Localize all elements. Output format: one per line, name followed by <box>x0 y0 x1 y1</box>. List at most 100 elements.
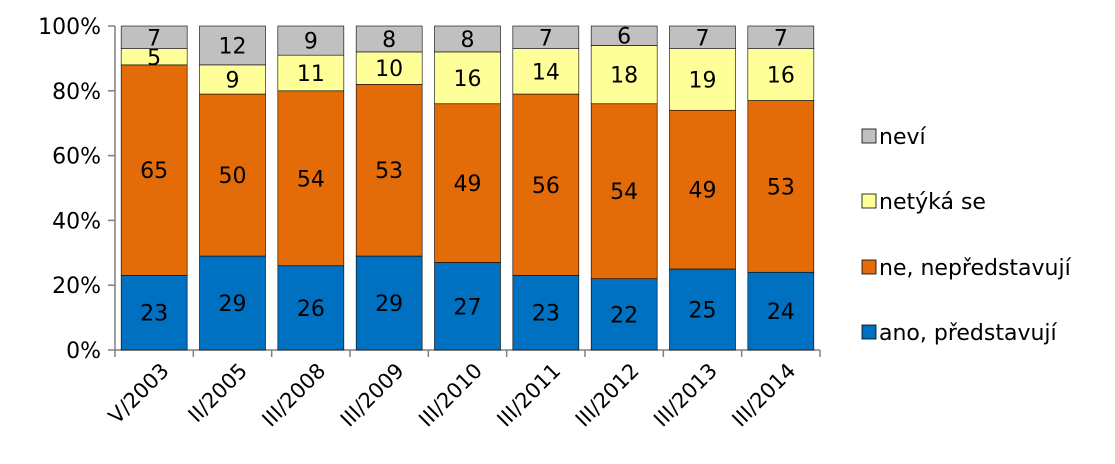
bar-stack: 25 49 19 7 <box>669 25 736 351</box>
x-category-label: III/2011 <box>492 359 565 432</box>
bar-segment <box>747 100 815 273</box>
bar-stack: 24 53 16 7 <box>747 25 815 351</box>
bar-segment <box>277 25 345 56</box>
bar-stack: 29 53 10 8 <box>355 25 423 351</box>
bar-segment <box>199 255 266 351</box>
data-label: 9 <box>304 30 318 55</box>
y-tick-label: 20% <box>52 274 101 299</box>
legend-swatch <box>861 128 877 144</box>
bar-segment <box>747 271 815 351</box>
data-label: 49 <box>454 172 482 197</box>
data-label: 19 <box>689 68 717 93</box>
bar-segment <box>120 64 188 276</box>
bar-segment <box>355 51 423 85</box>
data-label: 54 <box>610 180 638 205</box>
data-label: 56 <box>532 174 560 199</box>
x-category-label: III/2012 <box>571 359 644 432</box>
bar-segment <box>199 93 266 257</box>
bar-segment <box>669 48 736 111</box>
x-category-label: III/2013 <box>649 359 722 432</box>
legend-label: ne, nepředstavují <box>879 256 1072 281</box>
bar-segment <box>355 25 423 53</box>
bar-segment <box>747 48 815 101</box>
data-label: 8 <box>461 28 475 53</box>
bar-stack: 23 65 57 <box>120 25 188 351</box>
data-label: 18 <box>610 64 638 89</box>
bar-segment <box>669 109 736 270</box>
bar-stack: 26 54 11 9 <box>277 25 345 351</box>
x-category-label: III/2008 <box>257 359 330 432</box>
bar-segment <box>512 275 580 351</box>
bar-segment <box>669 25 736 49</box>
legend: neví netýká se ne, nepředstavují ano, předs… <box>861 125 1072 346</box>
data-label: 50 <box>219 164 247 189</box>
data-label: 14 <box>532 60 560 85</box>
bar-segment <box>434 25 501 53</box>
x-category-label: III/2009 <box>336 359 409 432</box>
bar-segment <box>355 255 423 351</box>
bar-segment <box>590 25 658 46</box>
y-tick-label: 0% <box>66 339 101 364</box>
x-category-label: III/2014 <box>727 359 800 432</box>
x-axis: V/2003 II/2005 III/2008 III/2009 III/2010 III… <box>104 349 821 432</box>
legend-label: netýká se <box>879 190 986 215</box>
data-label: 65 <box>140 159 168 184</box>
bar-segment <box>199 25 266 66</box>
bar-segment <box>512 25 580 49</box>
data-label: 29 <box>375 292 403 317</box>
legend-item: neví <box>861 125 926 150</box>
data-label: 54 <box>297 167 325 192</box>
data-label: 9 <box>226 68 240 93</box>
y-tick-label: 60% <box>52 145 101 170</box>
data-label: 16 <box>767 64 795 89</box>
data-label: 53 <box>767 175 795 200</box>
bar-segment <box>434 103 501 263</box>
y-axis: 0% 20% 40% 60% 80% 100% <box>38 15 116 364</box>
bar-segment <box>669 268 736 351</box>
data-label: 49 <box>689 179 717 204</box>
data-label: 7 <box>539 26 553 51</box>
data-label: 7 <box>696 26 710 51</box>
x-category-label: II/2005 <box>184 359 253 428</box>
data-label: 16 <box>454 67 482 92</box>
bar-segment <box>120 25 188 49</box>
data-label: 23 <box>532 302 560 327</box>
bar-segment <box>512 48 580 95</box>
legend-label: neví <box>879 125 926 150</box>
data-label: 5 <box>147 46 161 71</box>
bar-stack: 23 56 14 7 <box>512 25 580 351</box>
bar-segment <box>512 93 580 276</box>
data-label: 12 <box>219 34 247 59</box>
data-label: 26 <box>297 297 325 322</box>
bars: 2365572950912265411929531082749168235614… <box>120 25 815 351</box>
data-label: 24 <box>767 300 795 325</box>
bar-segment <box>590 45 658 105</box>
data-label: 7 <box>147 26 161 51</box>
bar-stack: 27 49 16 8 <box>434 25 501 351</box>
legend-item: ne, nepředstavují <box>861 256 1072 281</box>
bar-segment <box>277 265 345 351</box>
data-label: 23 <box>140 302 168 327</box>
bar-segment <box>590 103 658 280</box>
legend-item: netýká se <box>861 190 986 215</box>
data-label: 10 <box>375 57 403 82</box>
data-label: 25 <box>689 299 717 324</box>
bar-segment <box>277 90 345 267</box>
bar-segment <box>355 84 423 257</box>
data-label: 22 <box>610 303 638 328</box>
data-label: 29 <box>219 292 247 317</box>
data-label: 11 <box>297 62 325 87</box>
bar-segment <box>747 25 815 49</box>
bar-segment <box>434 51 501 105</box>
legend-label: ano, představují <box>879 321 1058 346</box>
bar-segment <box>434 262 501 351</box>
x-category-label: III/2010 <box>414 359 487 432</box>
bar-stack: 29 50 9 12 <box>199 25 266 351</box>
y-tick-label: 80% <box>52 80 101 105</box>
data-label: 8 <box>382 28 396 53</box>
y-tick-label: 100% <box>38 15 101 40</box>
bar-stack: 22 54 18 6 <box>590 25 658 351</box>
legend-item: ano, představují <box>861 321 1058 346</box>
legend-swatch <box>861 324 877 340</box>
